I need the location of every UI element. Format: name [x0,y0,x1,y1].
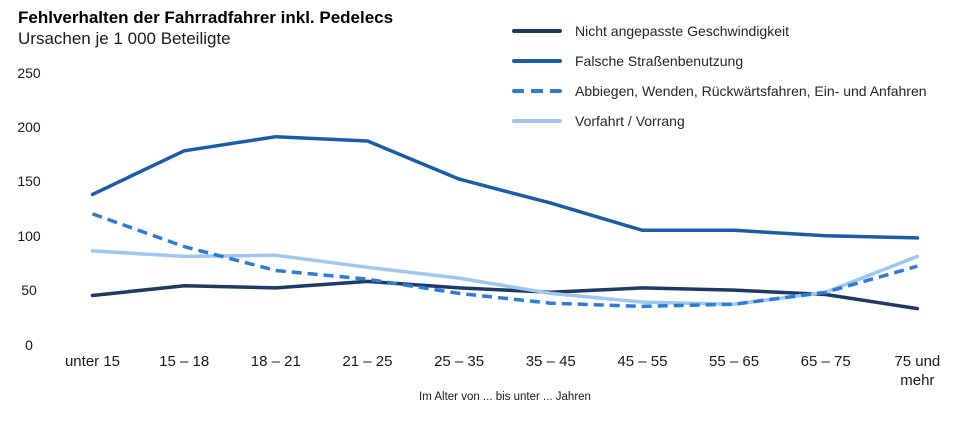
x-axis-tick-label: 18 – 21 [250,353,301,370]
line-series-4 [90,249,920,306]
x-axis-tick-label: 55 – 65 [709,353,760,370]
x-axis-tick-label: 25 – 35 [434,353,485,370]
chart-subtitle: Ursachen je 1 000 Beteiligte [18,29,231,48]
line-series-1 [90,279,920,311]
legend-item-label: Abbiegen, Wenden, Rückwärtsfahren, Ein- … [575,82,927,99]
legend-item-label: Vorfahrt / Vorrang [575,112,685,129]
x-axis-tick-label: 35 – 45 [525,353,576,370]
legend-item: Vorfahrt / Vorrang [512,112,927,129]
y-axis-tick-label: 50 [21,282,37,299]
legend-item: Falsche Straßenbenutzung [512,52,927,69]
y-axis-tick-label: 150 [17,173,41,190]
x-axis-tick-label: 75 und mehr [894,353,941,389]
x-axis-tick-label: 21 – 25 [342,353,393,370]
legend: Nicht angepasste Geschwindigkeit Falsche … [512,22,927,142]
x-axis-tick-label: unter 15 [64,353,121,370]
legend-line-swatch [512,58,562,63]
line-series-3 [91,212,918,309]
y-axis-tick-label: 0 [25,336,33,353]
x-axis-tick-label: 45 – 55 [617,353,668,370]
line-series-2 [90,134,920,240]
x-axis-caption: Im Alter von ... bis unter ... Jahren [419,391,591,403]
chart-title: Fehlverhalten der Fahrradfahrer inkl. Pe… [18,8,394,27]
x-axis-tick-label: 65 – 75 [800,353,851,370]
x-axis-tick-label: 15 – 18 [159,353,210,370]
chart-header: Fehlverhalten der Fahrradfahrer inkl. Pe… [18,7,393,49]
y-axis-tick-label: 250 [17,64,41,81]
legend-line-swatch [512,118,562,123]
legend-item: Abbiegen, Wenden, Rückwärtsfahren, Ein- … [512,82,927,99]
legend-item-label: Falsche Straßenbenutzung [575,52,744,69]
legend-dashed-line-swatch [512,88,562,93]
y-axis-tick-label: 100 [17,227,41,244]
legend-item-label: Nicht angepasste Geschwindigkeit [575,22,790,39]
legend-line-swatch [512,28,562,33]
legend-item: Nicht angepasste Geschwindigkeit [512,22,927,39]
y-axis-tick-label: 200 [17,118,41,135]
